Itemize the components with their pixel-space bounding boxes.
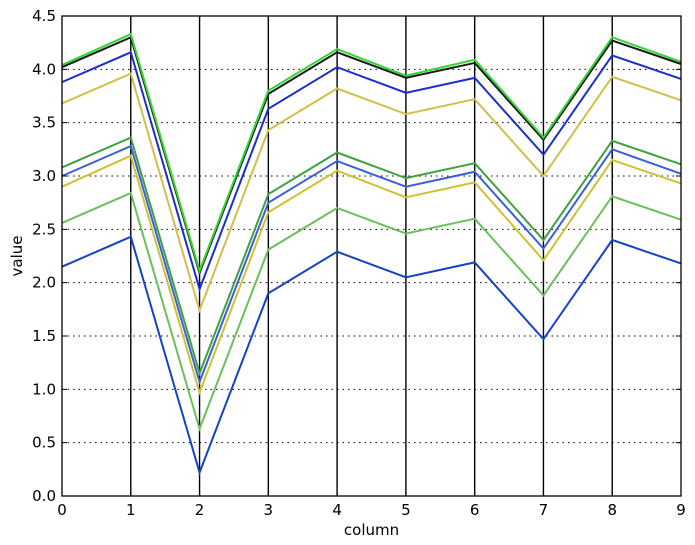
series-line-2 xyxy=(61,154,682,396)
series-line-5 xyxy=(61,72,682,314)
y-tick-label-3: 1.5 xyxy=(32,327,56,345)
series-line-8 xyxy=(61,32,682,275)
x-tick-label-9: 9 xyxy=(676,501,686,519)
y-tick-label-8: 4.0 xyxy=(32,60,56,78)
y-tick-label-9: 4.5 xyxy=(32,7,56,25)
x-axis-label: column xyxy=(344,521,399,539)
grid-layer xyxy=(62,68,681,444)
tick-marks xyxy=(61,15,682,497)
series-line-0 xyxy=(61,235,682,476)
y-tick-label-0: 0.0 xyxy=(32,487,56,505)
y-tick-label-2: 1.0 xyxy=(32,380,56,398)
x-tick-label-3: 3 xyxy=(264,501,274,519)
series-line-1 xyxy=(61,191,682,432)
series-line-4 xyxy=(61,136,682,377)
x-tick-label-2: 2 xyxy=(195,501,205,519)
y-tick-label-5: 2.5 xyxy=(32,220,56,238)
y-tick-labels: 0.0 0.5 1.0 1.5 2.0 2.5 3.0 3.5 4.0 4.5 xyxy=(32,7,56,505)
y-tick-label-6: 3.0 xyxy=(32,167,56,185)
x-tick-labels: 0 1 2 3 4 5 6 7 8 9 xyxy=(57,501,686,519)
x-tick-label-1: 1 xyxy=(126,501,136,519)
y-tick-label-7: 3.5 xyxy=(32,114,56,132)
plot-frame xyxy=(61,15,682,497)
y-tick-label-1: 0.5 xyxy=(32,434,56,452)
series-layer xyxy=(61,32,682,476)
x-tick-label-5: 5 xyxy=(401,501,411,519)
x-tick-label-7: 7 xyxy=(539,501,549,519)
y-tick-label-4: 2.0 xyxy=(32,274,56,292)
series-line-6 xyxy=(61,50,682,293)
series-line-3 xyxy=(61,144,682,385)
y-axis-label: value xyxy=(8,236,26,277)
x-tick-label-6: 6 xyxy=(470,501,480,519)
x-tick-label-8: 8 xyxy=(607,501,617,519)
vertical-axis-lines xyxy=(130,16,613,496)
x-tick-label-4: 4 xyxy=(332,501,342,519)
x-tick-label-0: 0 xyxy=(57,501,67,519)
